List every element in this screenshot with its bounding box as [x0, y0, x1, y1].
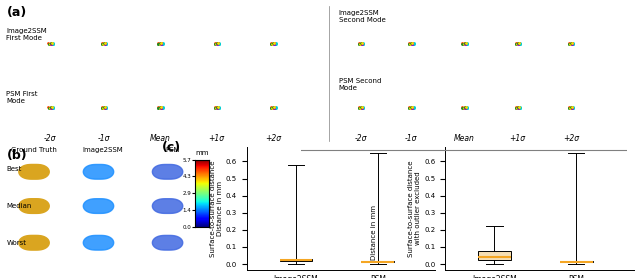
- Text: -2σ: -2σ: [44, 133, 56, 143]
- Polygon shape: [360, 43, 362, 44]
- Polygon shape: [50, 107, 51, 108]
- Polygon shape: [83, 165, 114, 179]
- Text: +2σ: +2σ: [563, 133, 579, 143]
- Text: Image2SSM: Image2SSM: [83, 147, 124, 153]
- Polygon shape: [272, 107, 274, 108]
- Polygon shape: [103, 107, 104, 108]
- Text: (c): (c): [162, 141, 181, 154]
- Polygon shape: [19, 199, 49, 214]
- Polygon shape: [216, 43, 218, 44]
- Polygon shape: [19, 165, 49, 179]
- PathPatch shape: [560, 261, 593, 262]
- Polygon shape: [272, 43, 274, 44]
- Polygon shape: [159, 43, 161, 44]
- Text: -2σ: -2σ: [355, 133, 367, 143]
- Text: -1σ: -1σ: [97, 133, 110, 143]
- Text: +1σ: +1σ: [509, 133, 525, 143]
- Text: PSM First
Mode: PSM First Mode: [6, 91, 38, 104]
- Polygon shape: [516, 107, 518, 108]
- Text: Worst: Worst: [6, 240, 26, 246]
- Text: -1σ: -1σ: [404, 133, 417, 143]
- Polygon shape: [50, 43, 51, 44]
- Polygon shape: [570, 43, 572, 44]
- Text: Median: Median: [6, 203, 32, 209]
- Text: Mean: Mean: [454, 133, 475, 143]
- Polygon shape: [516, 43, 518, 44]
- Text: Image2SSM
First Mode: Image2SSM First Mode: [6, 28, 47, 41]
- Text: Best: Best: [6, 166, 22, 172]
- Polygon shape: [152, 165, 183, 179]
- Polygon shape: [83, 199, 114, 214]
- Text: (b): (b): [6, 148, 27, 162]
- Polygon shape: [103, 43, 104, 44]
- Y-axis label: Surface-to-surface distance
with outlier excluded: Surface-to-surface distance with outlier…: [408, 160, 422, 257]
- Text: Distance in mm: Distance in mm: [371, 205, 377, 260]
- Text: Ground Truth: Ground Truth: [11, 147, 57, 153]
- Polygon shape: [216, 107, 218, 108]
- Text: (a): (a): [6, 6, 27, 19]
- Polygon shape: [410, 107, 412, 108]
- Polygon shape: [83, 235, 114, 250]
- Text: Mean: Mean: [150, 133, 170, 143]
- Polygon shape: [159, 107, 161, 108]
- Polygon shape: [152, 235, 183, 250]
- Text: +1σ: +1σ: [209, 133, 225, 143]
- PathPatch shape: [362, 261, 394, 262]
- Text: +2σ: +2σ: [265, 133, 281, 143]
- Polygon shape: [152, 199, 183, 214]
- Text: Image2SSM
Second Mode: Image2SSM Second Mode: [339, 10, 385, 23]
- Polygon shape: [410, 43, 412, 44]
- PathPatch shape: [478, 251, 511, 260]
- Text: PSM Second
Mode: PSM Second Mode: [339, 78, 381, 91]
- Y-axis label: Surface-to-surface distance
Distance in mm: Surface-to-surface distance Distance in …: [210, 160, 223, 257]
- Text: PSM: PSM: [165, 147, 179, 153]
- Polygon shape: [463, 43, 465, 44]
- PathPatch shape: [280, 259, 312, 261]
- Polygon shape: [570, 107, 572, 108]
- Polygon shape: [463, 107, 465, 108]
- Polygon shape: [360, 107, 362, 108]
- Polygon shape: [19, 235, 49, 250]
